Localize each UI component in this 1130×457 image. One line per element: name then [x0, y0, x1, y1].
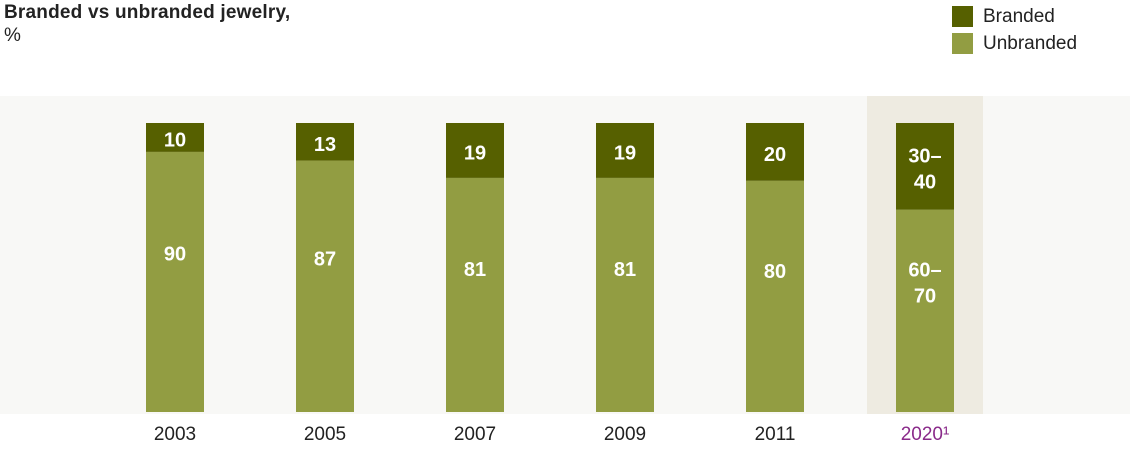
bar-branded-2009 — [596, 123, 654, 178]
bar-branded-2007 — [446, 123, 504, 178]
chart-title-block: Branded vs unbranded jewelry, % — [4, 2, 290, 47]
legend-swatch-unbranded — [952, 33, 973, 54]
bar-branded-2005 — [296, 123, 354, 161]
data-label-unbranded-2003: 90 — [164, 243, 186, 265]
data-label-branded-2005: 13 — [314, 134, 336, 156]
legend-swatch-branded — [952, 6, 973, 27]
data-label-unbranded-2011: 80 — [764, 261, 786, 283]
legend: Branded Unbranded — [952, 3, 1077, 57]
data-label-branded-2020-line-1: 30– — [908, 145, 941, 167]
x-tick-label-2011: 2011 — [755, 424, 796, 445]
legend-item-branded: Branded — [952, 3, 1077, 30]
bar-unbranded-2003 — [146, 151, 204, 412]
data-label-unbranded-2007: 81 — [464, 259, 486, 281]
chart-title: Branded vs unbranded jewelry, — [4, 2, 291, 23]
data-label-branded-2009: 19 — [614, 142, 636, 164]
bar-unbranded-2020 — [896, 209, 954, 412]
x-tick-label-2020: 2020¹ — [901, 424, 950, 445]
legend-label-branded: Branded — [983, 5, 1055, 27]
data-label-unbranded-2020-line-1: 60– — [908, 260, 941, 282]
data-label-branded-2007: 19 — [464, 142, 486, 164]
data-label-branded-2020-line-2: 40 — [914, 171, 936, 193]
data-label-branded-2011: 20 — [764, 144, 786, 166]
bar-unbranded-2011 — [746, 180, 804, 412]
stacked-bar-chart: 10 90 2003 13 87 2005 19 81 2007 19 81 2009 20 80 2011… — [146, 96, 983, 445]
bar-branded-2011 — [746, 123, 804, 181]
bar-branded-2020 — [896, 123, 954, 210]
x-tick-label-2007: 2007 — [454, 424, 496, 445]
bar-branded-2003 — [146, 123, 204, 152]
data-label-unbranded-2020-line-2: 70 — [914, 286, 936, 308]
bar-unbranded-2005 — [296, 160, 354, 412]
data-label-unbranded-2009: 81 — [614, 259, 636, 281]
bar-unbranded-2007 — [446, 177, 504, 412]
x-tick-label-2005: 2005 — [304, 424, 346, 445]
legend-label-unbranded: Unbranded — [983, 32, 1078, 54]
x-tick-label-2009: 2009 — [604, 424, 646, 445]
data-label-unbranded-2005: 87 — [314, 249, 336, 271]
data-label-branded-2003: 10 — [164, 129, 186, 151]
bar-unbranded-2009 — [596, 177, 654, 412]
chart-unit: % — [4, 25, 21, 46]
x-tick-label-2003: 2003 — [154, 424, 196, 445]
legend-item-unbranded: Unbranded — [952, 30, 1077, 57]
